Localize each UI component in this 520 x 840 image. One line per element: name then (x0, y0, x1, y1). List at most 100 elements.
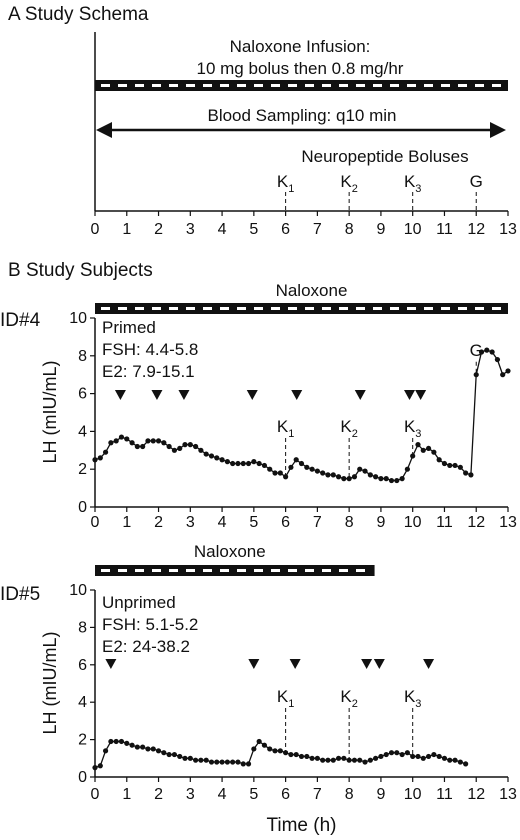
lh-series-line (94, 740, 466, 769)
lh-data-point (283, 474, 289, 480)
x-tick-label: 0 (91, 514, 100, 531)
lh-data-point (129, 440, 135, 446)
schema-bolus-label: K2 (340, 172, 357, 195)
lh-data-point (288, 464, 294, 470)
lh-data-point (420, 447, 426, 453)
lh-data-point (187, 442, 193, 448)
schema-x-tick-label: 6 (281, 221, 290, 238)
lh-data-point (341, 476, 347, 482)
bolus-label: K1 (277, 417, 294, 440)
bolus-label: K3 (404, 687, 421, 710)
lh-data-point (288, 751, 294, 758)
lh-data-point (102, 449, 109, 455)
lh-data-point (155, 438, 162, 444)
lh-data-point (425, 753, 432, 760)
y-tick-label: 10 (69, 310, 87, 327)
blood-sampling-arrow (96, 122, 506, 138)
pulse-marker (415, 390, 427, 400)
pulse-marker (354, 390, 366, 400)
subject-info-line: E2: 24-38.2 (102, 637, 190, 656)
lh-data-point (346, 476, 352, 482)
lh-data-point (124, 436, 130, 442)
lh-data-point (283, 750, 289, 756)
naloxone-bar-fill (95, 565, 375, 576)
pulse-marker (114, 390, 126, 400)
lh-data-point (314, 755, 320, 761)
lh-data-point (298, 753, 305, 760)
lh-data-point (277, 748, 283, 754)
lh-data-point (394, 750, 400, 756)
lh-data-point (177, 753, 183, 760)
subject-info-line: FSH: 5.1-5.2 (102, 615, 198, 634)
lh-data-point (214, 455, 220, 461)
lh-data-point (272, 748, 278, 754)
bolus-label: K2 (340, 417, 357, 440)
lh-data-point (357, 757, 363, 763)
lh-data-point (171, 751, 178, 758)
lh-data-point (245, 761, 252, 767)
subject-id: ID#4 (0, 310, 41, 331)
lh-data-point (235, 759, 241, 765)
x-tick-label: 11 (436, 514, 453, 531)
x-tick-label: 6 (281, 786, 290, 803)
lh-data-point (193, 443, 199, 450)
lh-data-point (378, 476, 384, 482)
lh-data-point (309, 466, 315, 472)
lh-data-point (140, 443, 146, 450)
lh-data-point (256, 460, 262, 467)
bolus-label: G (470, 341, 483, 360)
lh-data-point (150, 438, 156, 444)
y-tick-label: 8 (78, 348, 87, 365)
lh-data-point (193, 757, 199, 763)
x-tick-label: 7 (313, 786, 322, 803)
x-tick-label: 7 (313, 514, 322, 531)
schema-bolus-marks: K1 K2 K3 G (277, 172, 483, 211)
lh-data-point (404, 466, 410, 472)
lh-data-point (335, 474, 342, 480)
lh-data-point (166, 443, 172, 450)
lh-data-point (182, 442, 188, 448)
subject-info-line: E2: 7.9-15.1 (102, 362, 195, 381)
x-tick-label: 5 (249, 514, 258, 531)
pulse-marker (289, 659, 301, 669)
schema-bolus-label: K3 (404, 172, 421, 195)
lh-data-point (256, 738, 262, 745)
lh-data-point (208, 759, 215, 765)
schema-x-tick-label: 9 (376, 221, 385, 238)
lh-data-point (102, 748, 109, 754)
lh-data-point (383, 476, 389, 482)
x-tick-label: 12 (467, 514, 485, 531)
lh-data-point (441, 755, 448, 761)
lh-data-point (346, 757, 352, 763)
naloxone-bar-label: Naloxone (276, 281, 348, 300)
lh-data-point (367, 472, 373, 478)
schema-x-tick-label: 12 (467, 221, 485, 238)
schema-x-tick-label: 0 (91, 221, 100, 238)
lh-data-point (155, 748, 162, 754)
lh-data-point (410, 453, 416, 459)
lh-data-point (304, 753, 310, 760)
lh-data-point (431, 449, 437, 455)
lh-data-point (399, 476, 405, 482)
y-tick-label: 0 (78, 499, 87, 516)
lh-data-point (320, 757, 326, 763)
lh-data-point (478, 349, 485, 355)
lh-data-point (177, 445, 183, 452)
x-tick-label: 3 (186, 514, 195, 531)
naloxone-bar-fill (95, 303, 508, 314)
blood-sampling-label: Blood Sampling: q10 min (207, 106, 396, 125)
lh-data-point (325, 472, 331, 478)
lh-data-point (272, 470, 278, 476)
lh-data-point (219, 759, 225, 765)
x-tick-label: 9 (376, 514, 385, 531)
y-tick-label: 0 (78, 769, 87, 786)
lh-data-point (224, 459, 230, 465)
pulse-marker (404, 390, 416, 400)
lh-data-point (362, 468, 368, 474)
x-tick-label: 12 (467, 786, 485, 803)
lh-data-point (261, 742, 268, 748)
lh-data-point (240, 460, 246, 467)
schema-x-tick-label: 3 (186, 221, 195, 238)
y-tick-label: 6 (78, 386, 87, 403)
